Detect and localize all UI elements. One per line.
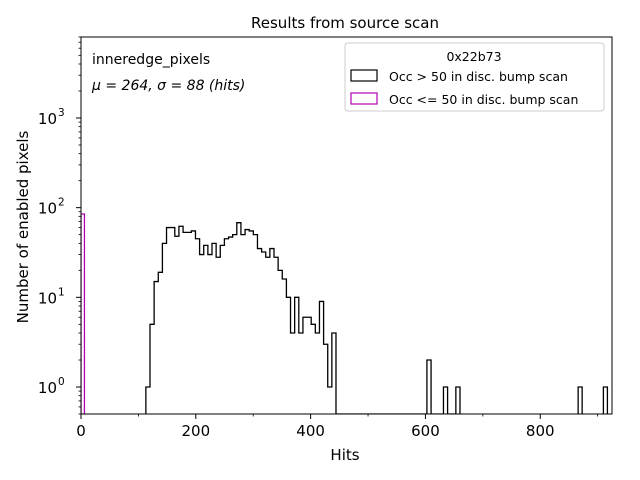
- x-axis-label: Hits: [330, 446, 359, 464]
- histogram-bin-occ-gt-50-18: [220, 245, 224, 414]
- y-tick-exponent-2: 2: [58, 197, 65, 209]
- histogram-bin-occ-gt-50-24: [245, 230, 249, 414]
- histogram-bin-occ-gt-50-31: [274, 257, 278, 414]
- histogram-bin-occ-gt-50-12: [195, 239, 199, 414]
- histogram-bin-occ-gt-50-27: [257, 249, 261, 414]
- histogram-bin-occ-gt-50-3: [158, 272, 162, 414]
- histogram-bin-occ-gt-50-22: [237, 223, 241, 414]
- histogram-bin-occ-gt-50-26: [253, 235, 257, 414]
- chart-title: Results from source scan: [251, 14, 439, 32]
- y-tick-exponent-1: 1: [58, 286, 65, 298]
- histogram-bin-occ-gt-50-8: [179, 226, 183, 414]
- y-tick-exponent-0: 0: [58, 376, 65, 388]
- legend-swatch-occ-le-50: [350, 92, 378, 105]
- x-tick-label-0: 0: [76, 422, 86, 440]
- y-axis-label: Number of enabled pixels: [14, 130, 32, 323]
- y-tick-label-1: 10: [38, 289, 57, 307]
- histogram-bin-occ-gt-50-25: [249, 231, 253, 414]
- histogram-bin-occ-gt-50-9: [183, 232, 187, 414]
- x-tick-label-1: 200: [181, 422, 210, 440]
- y-tick-label-0: 10: [38, 379, 57, 397]
- legend-frame: [344, 42, 605, 112]
- histogram-outline-occ-le-50-0: [81, 213, 86, 414]
- histogram-bin-occ-gt-50-35: [291, 333, 295, 414]
- y-tick-label-2: 10: [38, 200, 57, 218]
- x-tick-label-3: 600: [411, 422, 440, 440]
- histogram-bin-occ-gt-50-39: [307, 317, 311, 414]
- histogram-bin-occ-gt-50-29: [266, 257, 270, 414]
- legend-swatch-occ-gt-50: [350, 69, 378, 82]
- histogram-bin-occ-gt-50-23: [241, 235, 245, 414]
- histogram-bin-occ-gt-50-6: [171, 228, 175, 414]
- annotation-dataset-name: inneredge_pixels: [92, 52, 210, 68]
- y-tick-label-3: 10: [38, 110, 57, 128]
- x-tick-label-2: 400: [296, 422, 325, 440]
- annotation-stats: μ = 264, σ = 88 (hits): [91, 78, 245, 94]
- legend-title: 0x22b73: [446, 49, 501, 64]
- legend-label-occ-gt-50: Occ > 50 in disc. bump scan: [389, 69, 568, 84]
- histogram-bin-occ-gt-50-17: [216, 257, 220, 414]
- histogram-bin-occ-gt-50-40: [311, 324, 315, 414]
- histogram-bin-occ-gt-50-37: [299, 333, 303, 414]
- legend: 0x22b73 Occ > 50 in disc. bump scan Occ …: [344, 42, 605, 112]
- histogram-bin-occ-gt-50-15: [208, 255, 212, 414]
- histogram-bin-occ-gt-50-14: [204, 245, 208, 414]
- y-tick-exponent-3: 3: [58, 107, 65, 119]
- histogram-bin-occ-gt-50-44: [328, 387, 332, 414]
- histogram-bin-occ-gt-50-19: [224, 239, 228, 414]
- histogram-bin-occ-gt-50-32: [278, 270, 282, 414]
- histogram-bin-occ-gt-50-5: [167, 228, 171, 414]
- histogram-bin-occ-gt-50-28: [262, 252, 266, 414]
- histogram-bin-occ-gt-50-21: [233, 235, 237, 414]
- histogram-bin-occ-gt-50-7: [175, 236, 179, 414]
- legend-label-occ-le-50: Occ <= 50 in disc. bump scan: [389, 92, 578, 107]
- x-tick-label-4: 800: [526, 422, 555, 440]
- histogram-bin-occ-gt-50-20: [229, 237, 233, 414]
- histogram-bin-occ-gt-50-13: [200, 255, 204, 414]
- histogram-outline-occ-gt-50: [145, 222, 609, 414]
- histogram-bars: [81, 213, 609, 414]
- histogram-bin-occ-gt-50-16: [212, 243, 216, 414]
- histogram-bin-occ-gt-50-33: [282, 279, 286, 414]
- histogram-bin-occ-gt-50-11: [191, 231, 195, 414]
- plot-frame: [80, 36, 613, 415]
- histogram-bin-occ-gt-50-41: [315, 333, 319, 414]
- histogram-bin-occ-gt-50-30: [270, 249, 274, 414]
- histogram-bin-occ-gt-50-10: [187, 232, 191, 414]
